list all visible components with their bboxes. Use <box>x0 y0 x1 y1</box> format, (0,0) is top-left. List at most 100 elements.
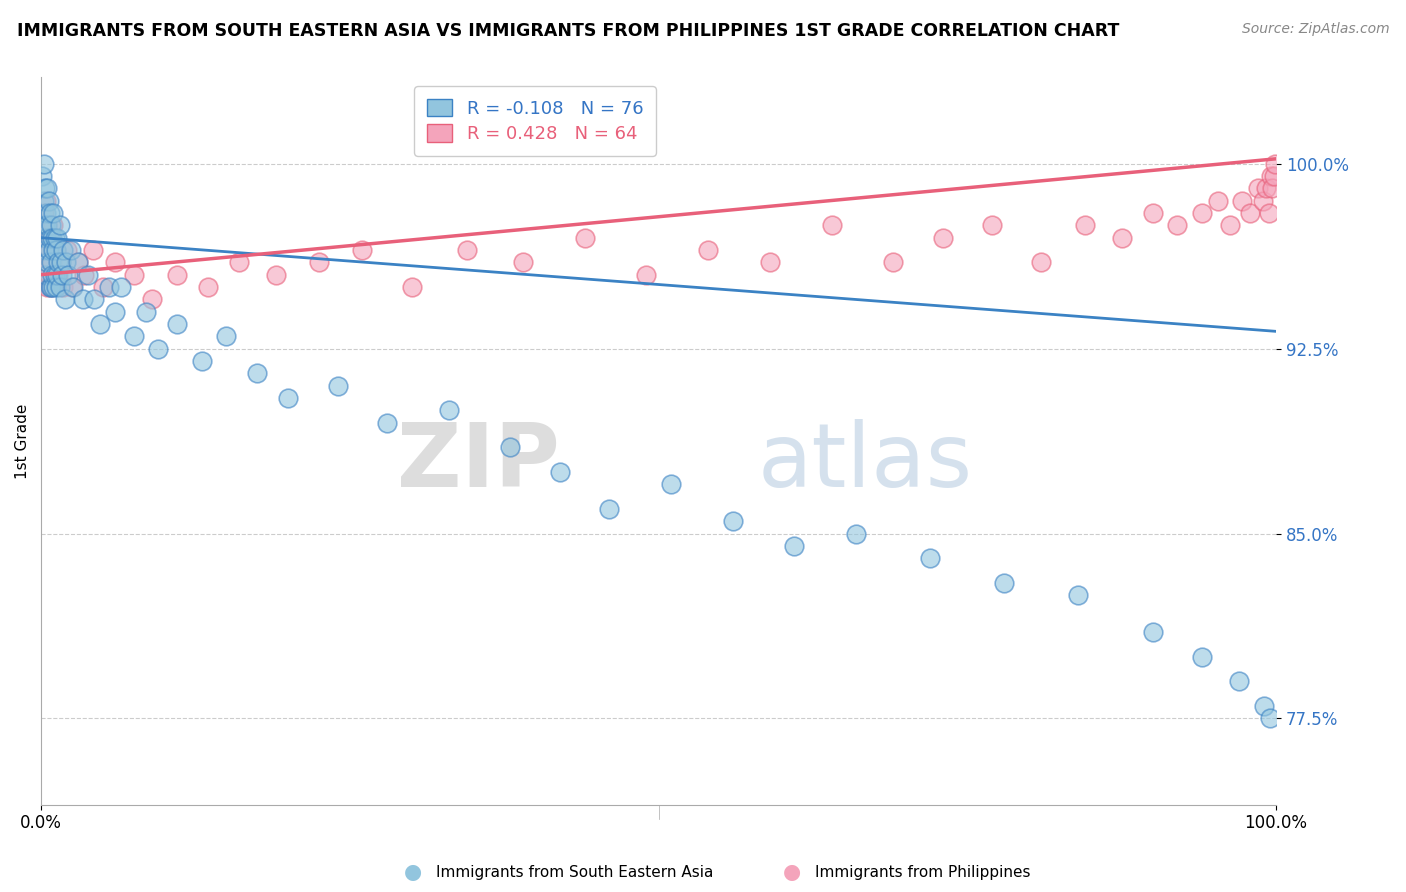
Point <box>215 329 238 343</box>
Point <box>38 243 60 257</box>
Point <box>52 243 75 257</box>
Point <box>981 219 1004 233</box>
Point <box>1246 181 1268 195</box>
Point <box>35 194 58 208</box>
Point <box>38 230 60 244</box>
Point <box>1067 588 1090 602</box>
Point <box>49 255 72 269</box>
Point <box>1191 206 1213 220</box>
Point <box>197 280 219 294</box>
Point <box>67 255 90 269</box>
Point <box>1227 674 1250 689</box>
Point <box>104 255 127 269</box>
Point <box>1206 194 1229 208</box>
Point <box>38 194 60 208</box>
Point <box>190 354 212 368</box>
Point <box>1256 181 1278 195</box>
Point <box>264 268 287 282</box>
Point <box>31 169 53 183</box>
Point <box>166 268 188 282</box>
Point <box>35 206 58 220</box>
Point <box>1239 206 1261 220</box>
Point <box>352 243 374 257</box>
Point <box>37 181 59 195</box>
Text: IMMIGRANTS FROM SOUTH EASTERN ASIA VS IMMIGRANTS FROM PHILIPPINES 1ST GRADE CORR: IMMIGRANTS FROM SOUTH EASTERN ASIA VS IM… <box>17 22 1119 40</box>
Point <box>45 243 67 257</box>
Point <box>783 539 806 553</box>
Point <box>44 268 66 282</box>
Point <box>1142 206 1164 220</box>
Point <box>83 293 105 307</box>
Point <box>122 329 145 343</box>
Point <box>882 255 904 269</box>
Point <box>67 255 90 269</box>
Point <box>574 230 596 244</box>
Point <box>39 230 62 244</box>
Point <box>141 293 163 307</box>
Point <box>148 342 170 356</box>
Point <box>1258 711 1281 725</box>
Point <box>636 268 658 282</box>
Point <box>993 575 1015 590</box>
Point <box>32 194 55 208</box>
Point <box>135 304 157 318</box>
Point <box>34 181 56 195</box>
Point <box>32 157 55 171</box>
Point <box>39 219 62 233</box>
Point <box>659 477 682 491</box>
Point <box>37 219 59 233</box>
Point <box>38 230 60 244</box>
Point <box>44 230 66 244</box>
Point <box>721 514 744 528</box>
Point <box>38 243 60 257</box>
Point <box>42 219 65 233</box>
Point <box>59 243 82 257</box>
Point <box>598 501 620 516</box>
Point <box>1261 181 1284 195</box>
Point <box>48 219 70 233</box>
Point <box>499 440 522 454</box>
Point <box>375 416 398 430</box>
Point <box>1073 219 1095 233</box>
Point <box>104 304 127 318</box>
Point <box>34 268 56 282</box>
Point <box>82 243 104 257</box>
Point <box>39 280 62 294</box>
Point <box>35 268 58 282</box>
Point <box>48 268 70 282</box>
Point <box>45 243 67 257</box>
Point <box>52 280 75 294</box>
Point <box>166 317 188 331</box>
Point <box>35 255 58 269</box>
Point <box>39 280 62 294</box>
Point <box>38 268 60 282</box>
Point <box>98 280 121 294</box>
Legend: R = -0.108   N = 76, R = 0.428   N = 64: R = -0.108 N = 76, R = 0.428 N = 64 <box>415 87 657 156</box>
Point <box>34 230 56 244</box>
Text: ●: ● <box>404 863 422 882</box>
Text: Source: ZipAtlas.com: Source: ZipAtlas.com <box>1241 22 1389 37</box>
Point <box>37 255 59 269</box>
Point <box>37 280 59 294</box>
Point <box>60 280 83 294</box>
Point <box>91 280 114 294</box>
Point <box>758 255 780 269</box>
Text: Immigrants from Philippines: Immigrants from Philippines <box>815 865 1031 880</box>
Point <box>1251 194 1274 208</box>
Point <box>820 219 842 233</box>
Point <box>1142 625 1164 640</box>
Point <box>34 219 56 233</box>
Point <box>44 268 66 282</box>
Point <box>1111 230 1133 244</box>
Point <box>1264 157 1286 171</box>
Point <box>42 206 65 220</box>
Point <box>46 268 69 282</box>
Point <box>53 293 76 307</box>
Point <box>42 243 65 257</box>
Point <box>326 378 349 392</box>
Point <box>1219 219 1241 233</box>
Point <box>62 280 84 294</box>
Text: ZIP: ZIP <box>396 419 560 507</box>
Point <box>1191 649 1213 664</box>
Point <box>1230 194 1253 208</box>
